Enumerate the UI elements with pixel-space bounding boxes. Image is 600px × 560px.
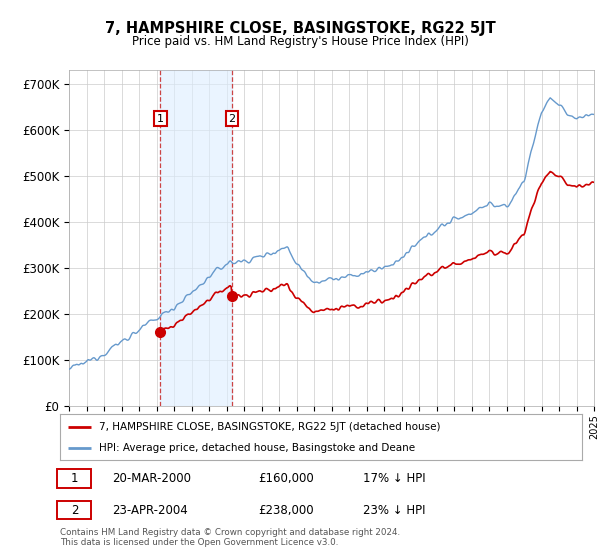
Text: 7, HAMPSHIRE CLOSE, BASINGSTOKE, RG22 5JT: 7, HAMPSHIRE CLOSE, BASINGSTOKE, RG22 5J…: [104, 21, 496, 36]
Text: Price paid vs. HM Land Registry's House Price Index (HPI): Price paid vs. HM Land Registry's House …: [131, 35, 469, 48]
Bar: [160, 70, 232, 406]
Text: 1: 1: [71, 472, 79, 485]
Text: 23% ↓ HPI: 23% ↓ HPI: [363, 503, 425, 516]
Text: Contains HM Land Registry data © Crown copyright and database right 2024.
This d: Contains HM Land Registry data © Crown c…: [60, 528, 400, 547]
Text: 23-APR-2004: 23-APR-2004: [112, 503, 188, 516]
Text: 17% ↓ HPI: 17% ↓ HPI: [363, 472, 425, 485]
Text: £238,000: £238,000: [259, 503, 314, 516]
Text: HPI: Average price, detached house, Basingstoke and Deane: HPI: Average price, detached house, Basi…: [99, 443, 415, 453]
Text: 1: 1: [157, 114, 164, 124]
Text: 20-MAR-2000: 20-MAR-2000: [112, 472, 191, 485]
Text: 2: 2: [71, 503, 79, 516]
FancyBboxPatch shape: [58, 501, 91, 520]
Text: 7, HAMPSHIRE CLOSE, BASINGSTOKE, RG22 5JT (detached house): 7, HAMPSHIRE CLOSE, BASINGSTOKE, RG22 5J…: [99, 422, 440, 432]
FancyBboxPatch shape: [58, 469, 91, 488]
Text: 2: 2: [229, 114, 235, 124]
Text: £160,000: £160,000: [259, 472, 314, 485]
